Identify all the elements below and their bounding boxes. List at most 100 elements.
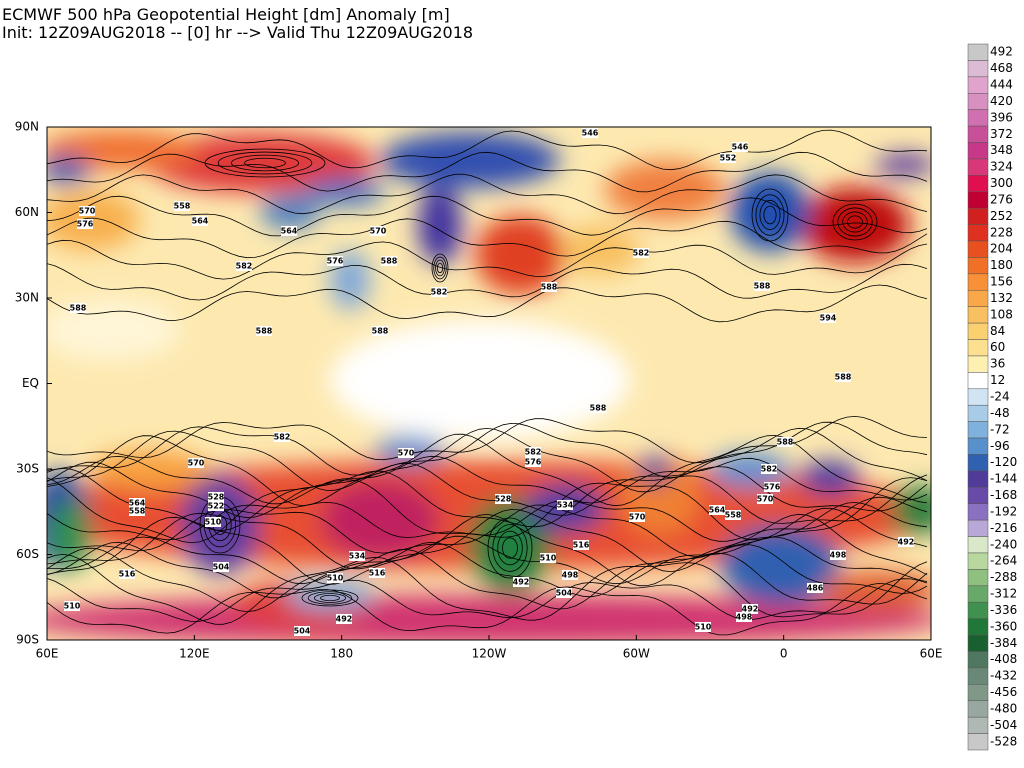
contour-label: 582 xyxy=(431,288,448,297)
contour-label-bg xyxy=(70,303,86,313)
contour-label-bg xyxy=(327,573,343,583)
contour-label: 588 xyxy=(256,327,273,336)
contour-label: 558 xyxy=(725,511,742,520)
contour-loop xyxy=(217,151,313,175)
contour-label-bg xyxy=(294,626,310,636)
lat-label: 90N xyxy=(15,120,39,134)
colorbar-label: -456 xyxy=(990,685,1017,699)
contour-label: 498 xyxy=(562,571,579,580)
subtitle: Init: 12Z09AUG2018 -- [0] hr --> Valid T… xyxy=(2,23,473,42)
contour-label-bg xyxy=(119,569,135,579)
contour-label: 564 xyxy=(709,506,726,515)
contour-label-bg xyxy=(129,498,145,508)
contour-loop xyxy=(837,207,873,237)
contour-label: 570 xyxy=(188,459,205,468)
contour-label: 588 xyxy=(590,404,607,413)
colorbar-label: 36 xyxy=(990,357,1005,371)
anomaly-blob xyxy=(48,500,92,570)
anomaly-blob xyxy=(640,455,670,485)
contour-label: 504 xyxy=(213,563,230,572)
colorbar-label: 300 xyxy=(990,176,1013,190)
contour-label-bg xyxy=(557,500,573,510)
anomaly-field xyxy=(47,130,931,640)
contour-loop xyxy=(436,262,444,274)
contour-line xyxy=(47,461,928,519)
contour-label-bg xyxy=(236,261,252,271)
colorbar-swatch xyxy=(967,240,989,258)
contour-label-bg xyxy=(754,281,770,291)
colorbar-swatch xyxy=(967,339,989,357)
colorbar-label: -432 xyxy=(990,669,1017,683)
colorbar-label: -240 xyxy=(990,537,1017,551)
contour-label: 522 xyxy=(208,502,225,511)
colorbar-swatch xyxy=(967,404,989,422)
contour-label-bg xyxy=(898,537,914,547)
contour-label-bg xyxy=(590,403,606,413)
colorbar-swatch xyxy=(967,388,989,406)
contour-label: 492 xyxy=(742,605,759,614)
contour-label-bg xyxy=(327,256,343,266)
colorbar-label: -96 xyxy=(990,439,1010,453)
contour-label-bg xyxy=(736,612,752,622)
colorbar-swatch xyxy=(967,601,989,619)
colorbar-swatch xyxy=(967,503,989,521)
anomaly-blob xyxy=(320,480,440,560)
contour-label: 534 xyxy=(349,552,366,561)
colorbar-label: 444 xyxy=(990,78,1013,92)
colorbar-swatch xyxy=(967,142,989,160)
contour-label: 558 xyxy=(129,507,146,516)
colorbar-swatch xyxy=(967,191,989,209)
colorbar-label: -24 xyxy=(990,390,1010,404)
contour-label-bg xyxy=(725,510,741,520)
colorbar-label: -120 xyxy=(990,455,1017,469)
anomaly-blob xyxy=(380,132,560,188)
colorbar-swatch xyxy=(967,651,989,669)
colorbar-swatch xyxy=(967,175,989,193)
colorbar-label: 108 xyxy=(990,307,1013,321)
colorbar-label: 276 xyxy=(990,192,1013,206)
anomaly-blob xyxy=(47,190,140,250)
contour-loop xyxy=(497,530,523,566)
contour-label: 594 xyxy=(820,314,837,323)
contour-loop xyxy=(763,205,777,225)
contour-label-bg xyxy=(77,219,93,229)
lon-label: 60E xyxy=(36,647,59,661)
contour-label: 582 xyxy=(761,465,778,474)
contour-label-bg xyxy=(129,506,145,516)
lon-label: 0 xyxy=(780,647,788,661)
colorbar-label: 84 xyxy=(990,324,1005,338)
colorbar-label: 204 xyxy=(990,242,1013,256)
colorbar-swatch xyxy=(967,273,989,291)
colorbar-label: -480 xyxy=(990,701,1017,715)
colorbar: 492 468 444 420 396 372 348 324 300 276 252 228 204 1… xyxy=(967,43,1017,751)
contour-label: 588 xyxy=(754,282,771,291)
contour-label: 528 xyxy=(495,495,512,504)
contour-label: 498 xyxy=(736,613,753,622)
anomaly-blob xyxy=(418,185,462,265)
colorbar-label: 180 xyxy=(990,258,1013,272)
colorbar-label: 156 xyxy=(990,275,1013,289)
colorbar-swatch xyxy=(967,634,989,652)
colorbar-swatch xyxy=(967,552,989,570)
contour-line xyxy=(47,582,928,636)
contour-label-bg xyxy=(495,494,511,504)
colorbar-swatch xyxy=(967,585,989,603)
contour-label: 576 xyxy=(525,458,542,467)
contour-label-bg xyxy=(513,577,529,587)
contour-label: 552 xyxy=(720,154,737,163)
contour-loop xyxy=(320,594,340,602)
contour-line xyxy=(47,433,928,507)
anomaly-blob xyxy=(800,187,910,263)
colorbar-label: 420 xyxy=(990,94,1013,108)
contour-label-bg xyxy=(764,482,780,492)
contour-label-bg xyxy=(573,540,589,550)
contour-line xyxy=(47,578,928,622)
contour-label-bg xyxy=(835,372,851,382)
colorbar-swatch xyxy=(967,93,989,110)
lat-label: 30S xyxy=(16,462,39,476)
contour-loop xyxy=(832,203,878,241)
contour-loop xyxy=(204,148,326,178)
colorbar-label: -72 xyxy=(990,422,1010,436)
colorbar-label: -384 xyxy=(990,636,1017,650)
